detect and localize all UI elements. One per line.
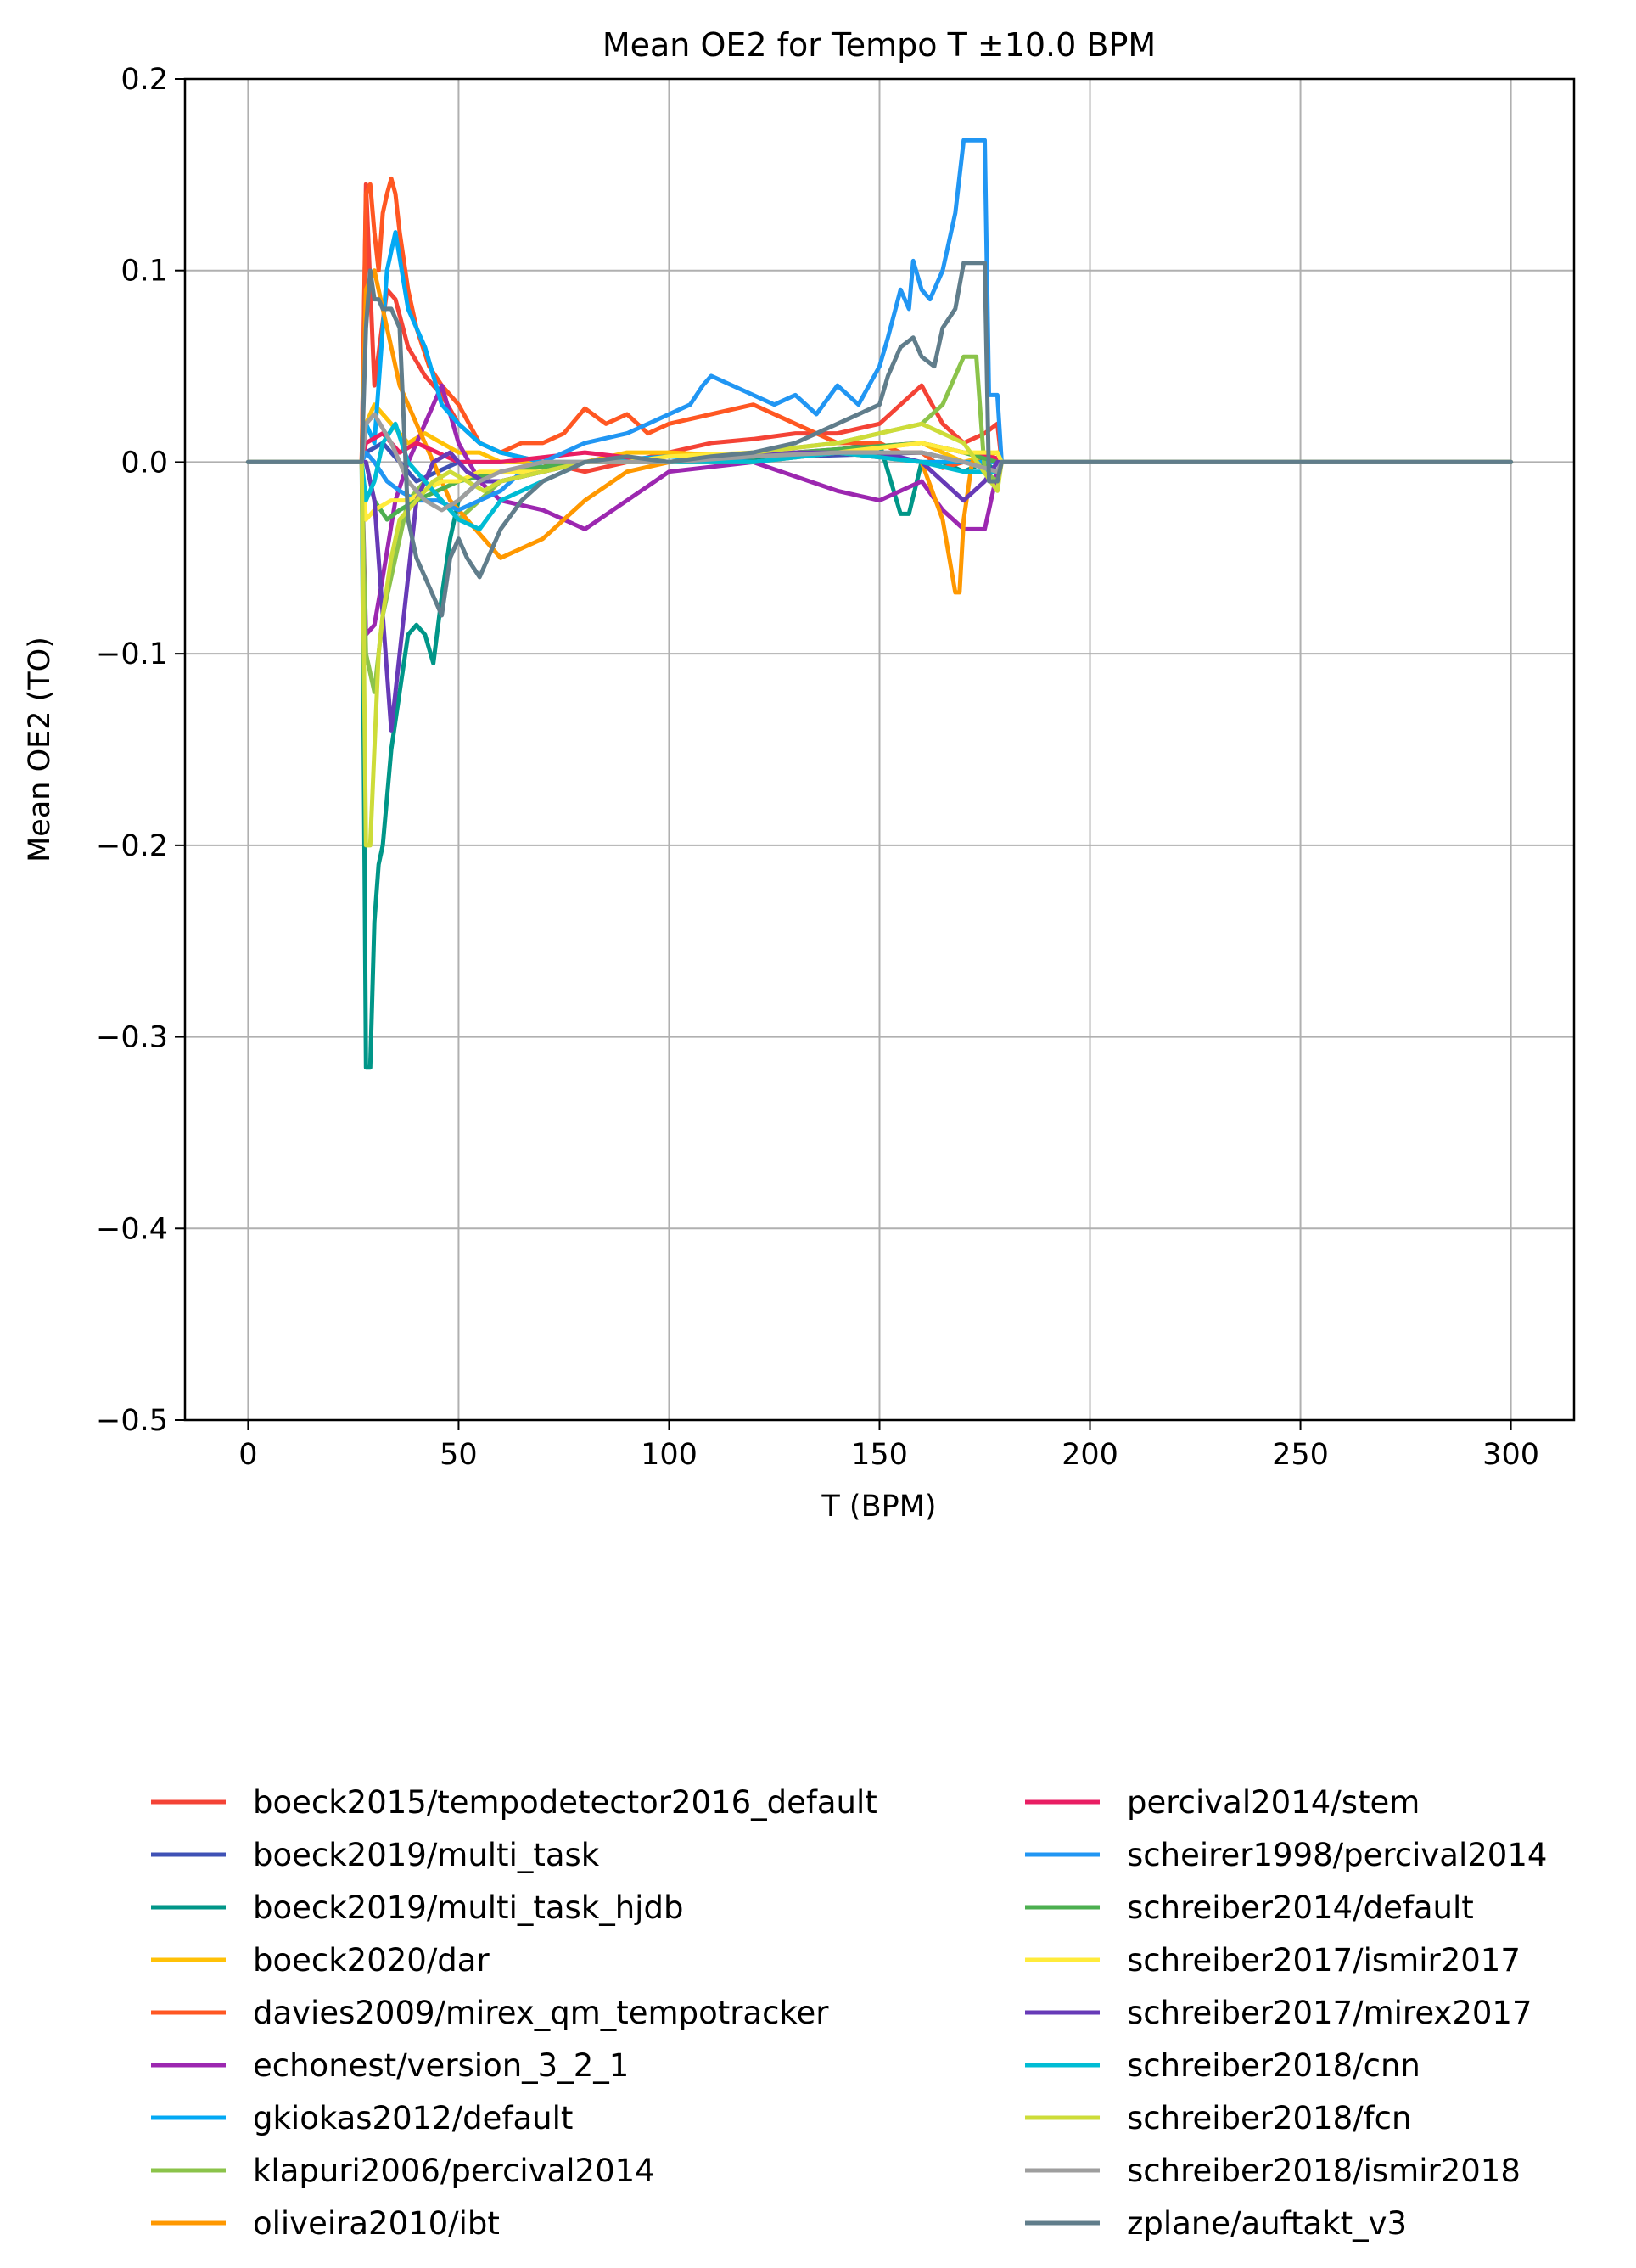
series-line — [245, 402, 1514, 464]
y-axis-ticks: 0.2 0.1 0.0 −0.1 −0.2 −0.3 −0.4 −0.5 — [96, 63, 185, 1438]
series-line — [245, 421, 1514, 531]
series-line — [245, 138, 1514, 513]
y-tick-label: 0.2 — [120, 63, 168, 97]
legend-label: schreiber2017/ismir2017 — [1127, 1942, 1521, 1979]
y-tick-label: 0.1 — [120, 255, 168, 289]
legend-label: oliveira2010/ibt — [253, 2205, 500, 2242]
legend-label: percival2014/stem — [1127, 1784, 1420, 1821]
legend-label: boeck2015/tempodetector2016_default — [253, 1784, 877, 1821]
y-tick-label: −0.3 — [96, 1021, 168, 1055]
grid — [185, 78, 1574, 1421]
chart-title: Mean OE2 for Tempo T ±10.0 BPM — [602, 26, 1156, 64]
series-line — [245, 450, 1514, 733]
legend-label: davies2009/mirex_qm_tempotracker — [253, 1995, 829, 2031]
legend-label: klapuri2006/percival2014 — [253, 2153, 655, 2189]
legend-label: boeck2019/multi_task_hjdb — [253, 1889, 683, 1926]
x-tick-label: 300 — [1482, 1438, 1539, 1472]
legend-label: schreiber2018/cnn — [1127, 2047, 1420, 2084]
series-line — [245, 412, 1514, 513]
x-axis-label: T (BPM) — [821, 1490, 936, 1524]
x-tick-label: 50 — [440, 1438, 478, 1472]
legend-label: schreiber2018/ismir2018 — [1127, 2153, 1521, 2189]
legend-label: echonest/version_3_2_1 — [253, 2047, 629, 2084]
legend-label: zplane/auftakt_v3 — [1127, 2205, 1407, 2242]
y-tick-label: −0.4 — [96, 1212, 168, 1246]
legend-label: schreiber2014/default — [1127, 1889, 1474, 1926]
legend: boeck2015/tempodetector2016_defaultboeck… — [151, 1784, 1547, 2242]
legend-label: schreiber2018/fcn — [1127, 2100, 1411, 2136]
legend-label: gkiokas2012/default — [253, 2100, 573, 2136]
x-tick-label: 0 — [238, 1438, 257, 1472]
x-tick-label: 150 — [851, 1438, 908, 1472]
legend-label: boeck2019/multi_task — [253, 1837, 600, 1873]
series-line — [245, 441, 1514, 522]
y-tick-label: −0.2 — [96, 829, 168, 863]
series-line — [245, 268, 1514, 595]
series-lines — [245, 138, 1514, 1070]
series-line — [245, 230, 1514, 464]
x-axis-ticks: 0 50 100 150 200 250 300 — [238, 1420, 1539, 1472]
y-tick-label: −0.5 — [96, 1404, 168, 1438]
legend-label: schreiber2017/mirex2017 — [1127, 1995, 1532, 2031]
series-line — [245, 261, 1514, 618]
y-tick-label: 0.0 — [120, 446, 168, 480]
legend-label: boeck2020/dar — [253, 1942, 490, 1979]
x-tick-label: 200 — [1062, 1438, 1118, 1472]
y-axis-label: Mean OE2 (TO) — [23, 637, 57, 862]
x-tick-label: 250 — [1272, 1438, 1329, 1472]
legend-label: scheirer1998/percival2014 — [1127, 1837, 1547, 1873]
y-tick-label: −0.1 — [96, 637, 168, 671]
x-tick-label: 100 — [641, 1438, 698, 1472]
